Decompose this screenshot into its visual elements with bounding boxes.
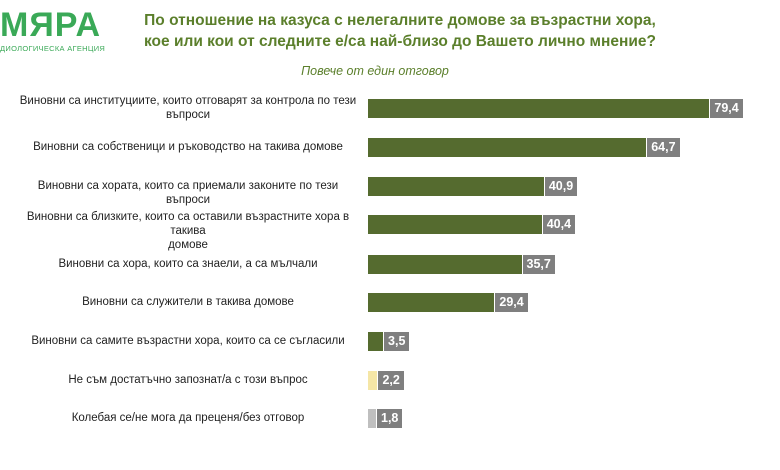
bar	[368, 371, 378, 390]
data-label: 64,7	[647, 138, 680, 157]
category-label: Виновни са хората, които са приемали зак…	[18, 179, 358, 207]
bar	[368, 255, 522, 274]
category-label-line: Виновни са хора, които са знаели, а са м…	[58, 258, 318, 270]
category-label-line: Виновни са хората, които са приемали зак…	[37, 180, 339, 206]
chart-title-line-2: кое или кои от следните е/са най-близо д…	[144, 33, 656, 50]
bar	[368, 215, 542, 234]
bar	[368, 332, 384, 351]
category-label: Виновни са хора, които са знаели, а са м…	[18, 257, 358, 271]
data-label: 29,4	[495, 293, 528, 312]
bar	[368, 293, 495, 312]
data-label: 35,7	[522, 255, 555, 274]
chart-title: По отношение на казуса с нелегалните дом…	[120, 10, 680, 52]
bar	[368, 99, 710, 118]
data-label: 40,9	[544, 177, 578, 196]
category-label-line: Виновни са институциите, които отговарят…	[19, 95, 357, 107]
bar	[368, 177, 544, 196]
category-label-line: Виновни са близките, които са оставили в…	[26, 211, 350, 237]
data-label: 3,5	[384, 332, 410, 351]
chart-title-line-1: По отношение на казуса с нелегалните дом…	[144, 12, 656, 29]
category-label-line: Виновни са собственици и ръководство на …	[33, 141, 343, 153]
data-label: 1,8	[377, 409, 403, 428]
category-label-line: Не съм достатъчно запознат/а с този въпр…	[68, 374, 308, 386]
category-label: Колебая се/не мога да преценя/без отгово…	[18, 411, 358, 425]
category-label-line: Виновни са служители в такива домове	[82, 296, 294, 308]
data-label: 2,2	[378, 371, 404, 390]
category-label-line: Виновни са самите възрастни хора, които …	[31, 335, 345, 347]
bar	[368, 138, 647, 157]
data-label: 40,4	[542, 215, 576, 234]
bar	[368, 409, 376, 428]
logo: МЯРА ДИОЛОГИЧЕСКА АГЕНЦИЯ	[0, 6, 110, 56]
logo-word: МЯРА	[0, 6, 102, 44]
category-label-line: домове	[168, 239, 208, 251]
category-label: Виновни са самите възрастни хора, които …	[18, 334, 358, 348]
logo-subtitle: ДИОЛОГИЧЕСКА АГЕНЦИЯ	[0, 44, 106, 53]
category-label-line: въпроси	[165, 109, 211, 121]
category-label-line: Колебая се/не мога да преценя/без отгово…	[71, 412, 305, 424]
category-label: Не съм достатъчно запознат/а с този въпр…	[18, 373, 358, 387]
category-label: Виновни са собственици и ръководство на …	[18, 140, 358, 154]
chart-subtitle: Повече от един отговор	[301, 64, 449, 78]
category-label: Виновни са служители в такива домове	[18, 295, 358, 309]
category-label: Виновни са близките, които са оставили в…	[18, 210, 358, 252]
data-label: 79,4	[710, 99, 743, 118]
category-label: Виновни са институциите, които отговарят…	[18, 94, 358, 122]
